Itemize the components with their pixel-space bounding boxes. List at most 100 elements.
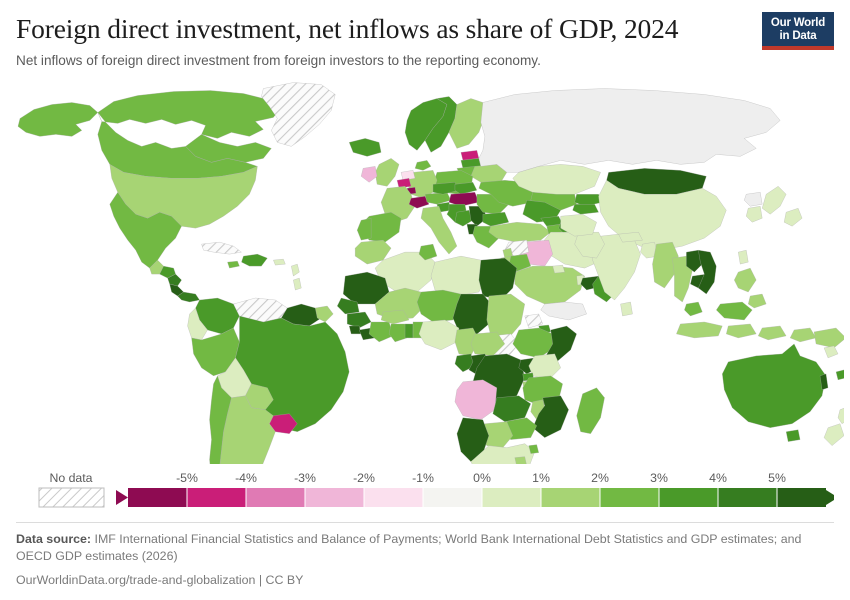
country-egypt[interactable] — [478, 258, 517, 301]
country-ethiopia[interactable] — [512, 328, 555, 359]
country-madagascar[interactable] — [576, 388, 605, 435]
country-taiwan[interactable] — [738, 250, 749, 265]
country-denmark[interactable] — [414, 160, 432, 171]
country-eswatini[interactable] — [528, 444, 539, 455]
legend-bin-9[interactable] — [659, 487, 718, 507]
country-jamaica[interactable] — [227, 261, 240, 269]
country-netherlands[interactable] — [400, 170, 416, 181]
country-guinea[interactable] — [347, 312, 372, 329]
country-gabon[interactable] — [454, 354, 476, 373]
country-lesotho[interactable] — [514, 456, 527, 464]
legend-bin-8[interactable] — [600, 487, 659, 507]
world-map[interactable] — [0, 69, 850, 464]
country-italy[interactable] — [420, 206, 458, 255]
country-zambia[interactable] — [492, 396, 531, 423]
country-myanmar[interactable] — [652, 242, 679, 289]
legend-bin-4[interactable] — [364, 487, 423, 507]
legend-bin-3[interactable] — [305, 487, 364, 507]
legend-bin-0[interactable] — [128, 487, 187, 507]
source-url[interactable]: OurWorldinData.org/trade-and-globalizati… — [16, 572, 304, 587]
country-hungary[interactable] — [448, 192, 480, 207]
country-solomon-islands[interactable] — [823, 346, 839, 359]
country-nicaragua[interactable] — [167, 274, 182, 287]
country-angola[interactable] — [454, 380, 497, 421]
country-kazakhstan[interactable] — [512, 164, 601, 197]
legend-bin-1[interactable] — [187, 487, 246, 507]
country-ivory-coast[interactable] — [368, 322, 394, 343]
owid-logo[interactable]: Our World in Data — [762, 12, 834, 51]
country-portugal[interactable] — [357, 218, 372, 241]
country-suriname[interactable] — [315, 306, 334, 323]
legend-svg[interactable]: No data — [16, 464, 834, 522]
country-new-zealand[interactable] — [823, 406, 844, 447]
country-tunisia[interactable] — [418, 244, 438, 261]
country-nigeria[interactable] — [418, 320, 460, 351]
country-sri-lanka[interactable] — [620, 302, 633, 317]
country-eritrea[interactable] — [524, 314, 543, 329]
country-kuwait[interactable] — [552, 265, 565, 274]
legend-bin-10[interactable] — [718, 487, 777, 507]
country-mozambique[interactable] — [532, 396, 569, 439]
country-canada[interactable] — [97, 90, 282, 179]
country-bulgaria[interactable] — [482, 212, 509, 227]
country-czechia[interactable] — [432, 182, 460, 195]
country-sweden[interactable] — [424, 96, 458, 153]
country-ireland[interactable] — [361, 166, 378, 183]
country-vanuatu[interactable] — [819, 374, 829, 391]
country-alaska[interactable] — [17, 102, 98, 138]
country-chile[interactable] — [209, 376, 232, 464]
legend-bin-6[interactable] — [482, 487, 541, 507]
country-niger[interactable] — [416, 290, 466, 323]
world-map-svg[interactable] — [6, 69, 844, 464]
country-australia[interactable] — [722, 344, 827, 429]
country-tajikistan[interactable] — [572, 204, 599, 215]
country-somalia[interactable] — [544, 326, 577, 363]
country-malaysia[interactable] — [684, 302, 753, 321]
legend-bin-2[interactable] — [246, 487, 305, 507]
map-legend[interactable]: No data — [0, 464, 850, 522]
country-afghanistan[interactable] — [560, 214, 597, 237]
country-belgium[interactable] — [396, 178, 412, 189]
country-mexico[interactable] — [109, 192, 182, 269]
legend-bin-7[interactable] — [541, 487, 600, 507]
legend-no-data-swatch[interactable] — [38, 487, 105, 508]
country-ghana[interactable] — [388, 324, 408, 343]
country-russia[interactable] — [478, 88, 781, 173]
country-yemen[interactable] — [540, 302, 587, 321]
country-pakistan[interactable] — [574, 232, 605, 259]
country-finland[interactable] — [448, 98, 486, 149]
country-senegal[interactable] — [337, 298, 360, 315]
country-nepal[interactable] — [618, 232, 643, 243]
legend-bins[interactable] — [116, 487, 834, 507]
country-switzerland[interactable] — [408, 196, 430, 209]
country-bangladesh[interactable] — [640, 242, 659, 259]
country-png[interactable] — [813, 328, 844, 349]
country-cuba[interactable] — [201, 242, 242, 255]
country-kenya[interactable] — [528, 354, 561, 381]
country-sudan[interactable] — [486, 294, 525, 339]
country-saudi-arabia[interactable] — [514, 266, 585, 305]
country-slovakia[interactable] — [454, 182, 478, 195]
country-uk[interactable] — [374, 158, 400, 187]
country-togo[interactable] — [404, 324, 414, 339]
country-philippines[interactable] — [734, 268, 767, 309]
country-algeria[interactable] — [374, 252, 436, 293]
country-turkey[interactable] — [488, 222, 551, 243]
country-puerto-rico[interactable] — [273, 259, 286, 266]
country-honduras[interactable] — [159, 266, 176, 279]
country-indonesia[interactable] — [676, 322, 817, 343]
legend-bin-5[interactable] — [423, 487, 482, 507]
country-libya[interactable] — [430, 256, 488, 297]
country-japan[interactable] — [762, 186, 803, 227]
country-bosnia[interactable] — [454, 210, 474, 227]
country-fiji[interactable] — [835, 370, 844, 381]
map-countries[interactable] — [17, 82, 844, 464]
country-iceland[interactable] — [349, 138, 382, 157]
country-china[interactable] — [598, 180, 727, 251]
country-tasmania[interactable] — [785, 430, 801, 443]
country-north-korea[interactable] — [744, 192, 763, 207]
country-hispaniola[interactable] — [241, 254, 268, 267]
country-south-korea[interactable] — [746, 206, 763, 223]
country-morocco[interactable] — [355, 240, 392, 265]
legend-bin-11[interactable] — [777, 487, 826, 507]
